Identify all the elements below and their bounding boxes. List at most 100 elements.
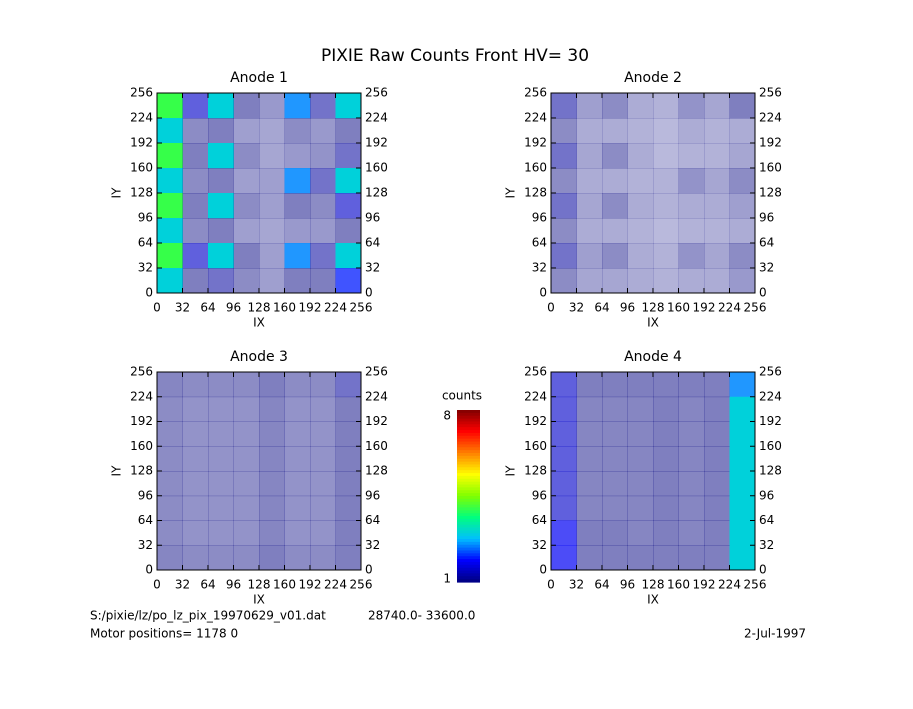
heatmap-cell [678, 268, 705, 294]
heatmap-cell [551, 218, 577, 244]
x-tick-label: 0 [547, 578, 555, 592]
heatmap-cell [653, 118, 679, 144]
heatmap-cell [551, 168, 577, 194]
heatmap-cell [551, 118, 577, 144]
heatmap-cell [208, 446, 234, 472]
heatmap-cell [182, 471, 209, 497]
y-tick-label: 0 [539, 286, 547, 300]
heatmap-cell [602, 520, 628, 546]
heatmap-cell [576, 396, 603, 422]
y-tick-label-right: 256 [759, 86, 782, 100]
x-tick-label: 64 [200, 301, 215, 315]
heatmap-cell [335, 168, 362, 194]
heatmap-cell [310, 168, 336, 194]
y-tick-label-right: 192 [365, 414, 388, 428]
y-tick-label: 96 [138, 488, 153, 502]
heatmap-cell [678, 396, 705, 422]
heatmap-cell [259, 545, 285, 571]
heatmap-cell [653, 143, 679, 169]
heatmap-cell [310, 193, 336, 219]
heatmap-cell [284, 396, 311, 422]
heatmap-cell [284, 143, 311, 169]
heatmap-cell [310, 421, 336, 447]
y-tick-label-right: 192 [759, 136, 782, 150]
heatmap-cell [551, 421, 577, 447]
x-axis-label: IX [253, 316, 265, 330]
y-tick-label-right: 256 [365, 365, 388, 379]
figure-title: PIXIE Raw Counts Front HV= 30 [321, 46, 589, 66]
colorbar-swatch [457, 493, 480, 497]
heatmap-cell [704, 545, 730, 571]
heatmap-cell [627, 143, 654, 169]
heatmap-cell [208, 268, 234, 294]
heatmap-cell [335, 93, 362, 119]
heatmap-cell [653, 545, 679, 571]
y-tick-label-right: 128 [759, 464, 782, 478]
heatmap-cell [208, 471, 234, 497]
heatmap-cell [310, 143, 336, 169]
y-tick-label: 160 [524, 161, 547, 175]
heatmap-cell [233, 193, 260, 219]
colorbar-swatch [457, 521, 480, 526]
heatmap-cell [653, 372, 679, 398]
heatmap-cell [729, 495, 756, 521]
heatmap-cell [678, 218, 705, 244]
y-tick-label: 192 [524, 414, 547, 428]
heatmap-cell [729, 93, 756, 119]
y-tick-label-right: 224 [365, 111, 388, 125]
colorbar-swatch [457, 510, 480, 514]
heatmap-cell [284, 118, 311, 144]
heatmap-cell [653, 218, 679, 244]
heatmap-cell [627, 446, 654, 472]
x-tick-label: 96 [226, 301, 241, 315]
colorbar-swatch [457, 438, 480, 443]
heatmap-cell [310, 396, 336, 422]
heatmap-cell [678, 168, 705, 194]
heatmap-cell [602, 421, 628, 447]
heatmap-cell [284, 495, 311, 521]
colorbar-swatch [457, 573, 480, 577]
x-tick-label: 128 [248, 301, 271, 315]
heatmap-cell [602, 545, 628, 571]
heatmap-cell [729, 520, 756, 546]
y-tick-label: 32 [532, 261, 547, 275]
colorbar-label: counts [442, 389, 482, 403]
heatmap-cell [602, 268, 628, 294]
y-tick-label: 0 [145, 563, 153, 577]
heatmap-cell [157, 421, 183, 447]
heatmap-cell [157, 218, 183, 244]
heatmap-cell [627, 243, 654, 269]
x-tick-label: 128 [642, 301, 665, 315]
heatmap-cell [259, 118, 285, 144]
x-tick-label: 64 [200, 578, 215, 592]
heatmap-cell [704, 243, 730, 269]
heatmap-cell [576, 495, 603, 521]
heatmap-cell [653, 268, 679, 294]
x-tick-label: 224 [718, 578, 741, 592]
heatmap-cell [729, 193, 756, 219]
heatmap-cell [576, 268, 603, 294]
heatmap-cell [653, 446, 679, 472]
heatmap-cell [259, 243, 285, 269]
y-tick-label: 192 [130, 414, 153, 428]
heatmap-cell [157, 396, 183, 422]
heatmap-cell [627, 268, 654, 294]
heatmap-cell [678, 421, 705, 447]
x-tick-label: 192 [693, 578, 716, 592]
y-axis-label: IY [110, 465, 124, 477]
panel-title: Anode 4 [624, 349, 682, 365]
heatmap-cell [259, 495, 285, 521]
heatmap-cell [678, 93, 705, 119]
colorbar-swatch [457, 481, 480, 486]
heatmap-cell [602, 446, 628, 472]
heatmap-cell [182, 243, 209, 269]
heatmap-cell [576, 421, 603, 447]
heatmap-cell [551, 446, 577, 472]
colorbar-swatch [457, 421, 480, 425]
colorbar-swatch [457, 559, 480, 563]
heatmap-cell [704, 471, 730, 497]
heatmap-cell [310, 520, 336, 546]
heatmap-cell [653, 471, 679, 497]
y-tick-label: 64 [138, 236, 153, 250]
heatmap-cell [627, 396, 654, 422]
